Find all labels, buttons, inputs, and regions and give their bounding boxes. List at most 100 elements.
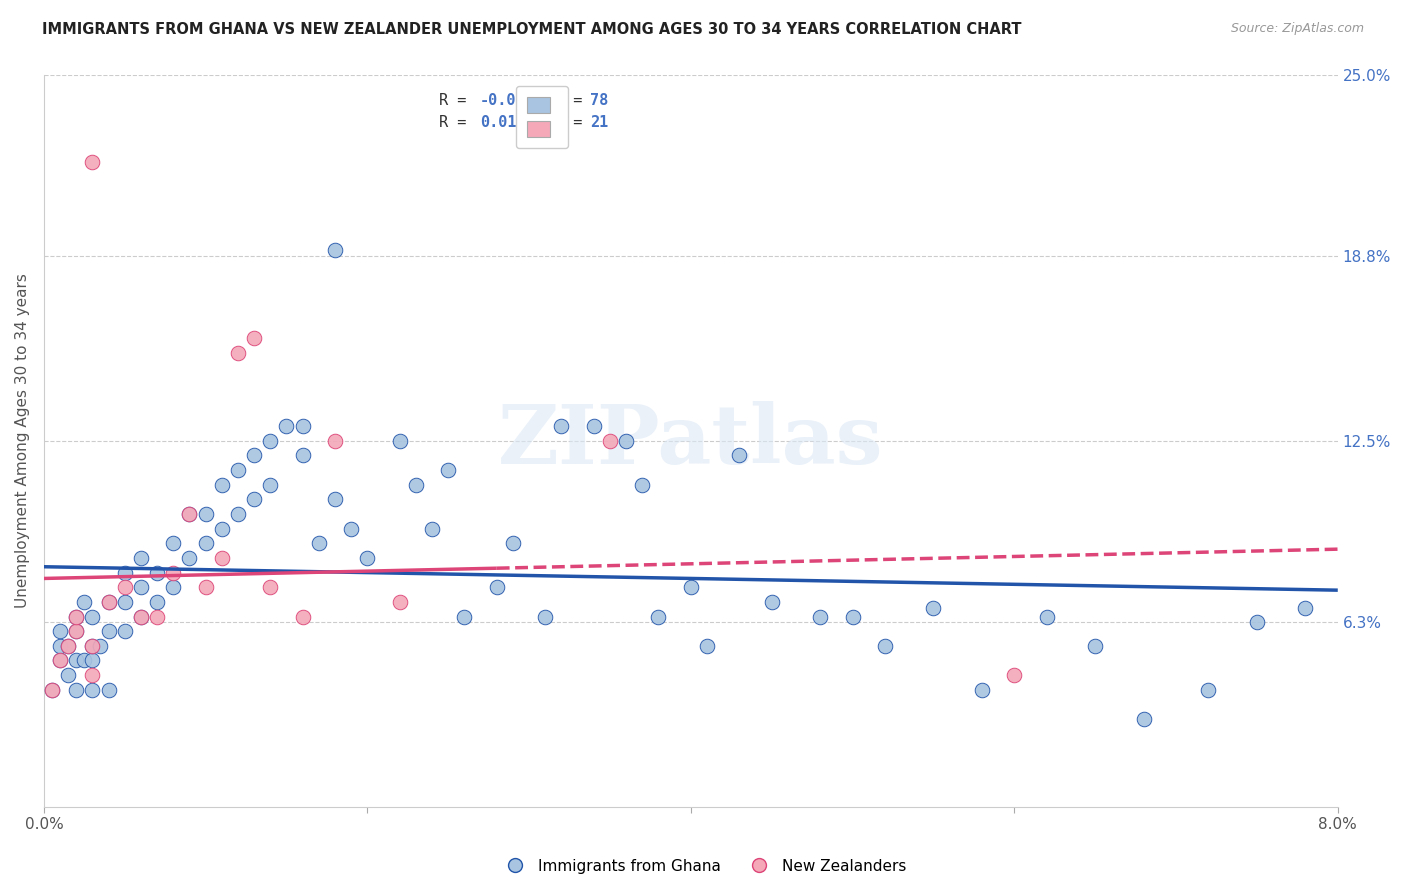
Point <box>146 566 169 580</box>
Point <box>502 536 524 550</box>
Point <box>808 609 831 624</box>
Point <box>89 639 111 653</box>
Point <box>679 580 702 594</box>
Point <box>259 580 281 594</box>
Text: N =: N = <box>555 94 592 108</box>
Point <box>243 492 266 507</box>
Point <box>437 463 460 477</box>
Point <box>226 463 249 477</box>
Point <box>873 639 896 653</box>
Point <box>114 595 136 609</box>
Point <box>211 550 233 565</box>
Text: ZIPatlas: ZIPatlas <box>498 401 883 481</box>
Point <box>49 653 72 667</box>
Point <box>211 477 233 491</box>
Text: 0.010: 0.010 <box>479 115 526 130</box>
Point <box>1294 600 1316 615</box>
Point <box>194 507 217 521</box>
Point <box>179 507 201 521</box>
Text: Source: ZipAtlas.com: Source: ZipAtlas.com <box>1230 22 1364 36</box>
Point <box>82 653 104 667</box>
Point <box>534 609 557 624</box>
Point <box>194 580 217 594</box>
Point <box>599 434 621 448</box>
Point <box>1132 712 1154 726</box>
Point <box>129 609 152 624</box>
Point <box>179 507 201 521</box>
Text: 21: 21 <box>591 115 609 130</box>
Point <box>65 682 87 697</box>
Point <box>323 244 346 258</box>
Point <box>49 624 72 639</box>
Text: N =: N = <box>555 115 592 130</box>
Point <box>614 434 637 448</box>
Point <box>291 449 314 463</box>
Point <box>179 550 201 565</box>
Point <box>340 522 363 536</box>
Point <box>65 653 87 667</box>
Point <box>243 449 266 463</box>
Point <box>388 595 411 609</box>
Point <box>226 507 249 521</box>
Point <box>226 346 249 360</box>
Point <box>82 639 104 653</box>
Point <box>97 624 120 639</box>
Point <box>146 595 169 609</box>
Point <box>56 639 79 653</box>
Point <box>276 419 298 434</box>
Point <box>146 609 169 624</box>
Point <box>56 639 79 653</box>
Point <box>243 331 266 345</box>
Point <box>49 653 72 667</box>
Point <box>97 682 120 697</box>
Text: R =: R = <box>439 115 475 130</box>
Point <box>1084 639 1107 653</box>
Text: 78: 78 <box>591 94 609 108</box>
Point <box>162 580 184 594</box>
Point <box>1246 615 1268 630</box>
Point <box>259 434 281 448</box>
Point <box>728 449 751 463</box>
Point <box>97 595 120 609</box>
Point <box>211 522 233 536</box>
Point <box>114 580 136 594</box>
Point <box>696 639 718 653</box>
Point <box>82 639 104 653</box>
Point <box>647 609 669 624</box>
Legend: , : , <box>516 86 568 148</box>
Point <box>631 477 654 491</box>
Point <box>485 580 508 594</box>
Y-axis label: Unemployment Among Ages 30 to 34 years: Unemployment Among Ages 30 to 34 years <box>15 273 30 608</box>
Point <box>308 536 330 550</box>
Point <box>291 609 314 624</box>
Point <box>82 682 104 697</box>
Point <box>162 536 184 550</box>
Point <box>841 609 863 624</box>
Point <box>97 595 120 609</box>
Text: R =: R = <box>439 94 475 108</box>
Point <box>259 477 281 491</box>
Point <box>162 566 184 580</box>
Point <box>129 580 152 594</box>
Point <box>65 624 87 639</box>
Point <box>323 492 346 507</box>
Point <box>388 434 411 448</box>
Point <box>82 155 104 169</box>
Point <box>49 639 72 653</box>
Point <box>82 668 104 682</box>
Point <box>129 550 152 565</box>
Point <box>114 624 136 639</box>
Point <box>761 595 783 609</box>
Point <box>82 609 104 624</box>
Point <box>1197 682 1219 697</box>
Point <box>114 566 136 580</box>
Point <box>550 419 572 434</box>
Point <box>323 434 346 448</box>
Point <box>291 419 314 434</box>
Point <box>41 682 63 697</box>
Point <box>194 536 217 550</box>
Point <box>922 600 945 615</box>
Text: IMMIGRANTS FROM GHANA VS NEW ZEALANDER UNEMPLOYMENT AMONG AGES 30 TO 34 YEARS CO: IMMIGRANTS FROM GHANA VS NEW ZEALANDER U… <box>42 22 1022 37</box>
Point <box>1035 609 1057 624</box>
Point <box>453 609 475 624</box>
